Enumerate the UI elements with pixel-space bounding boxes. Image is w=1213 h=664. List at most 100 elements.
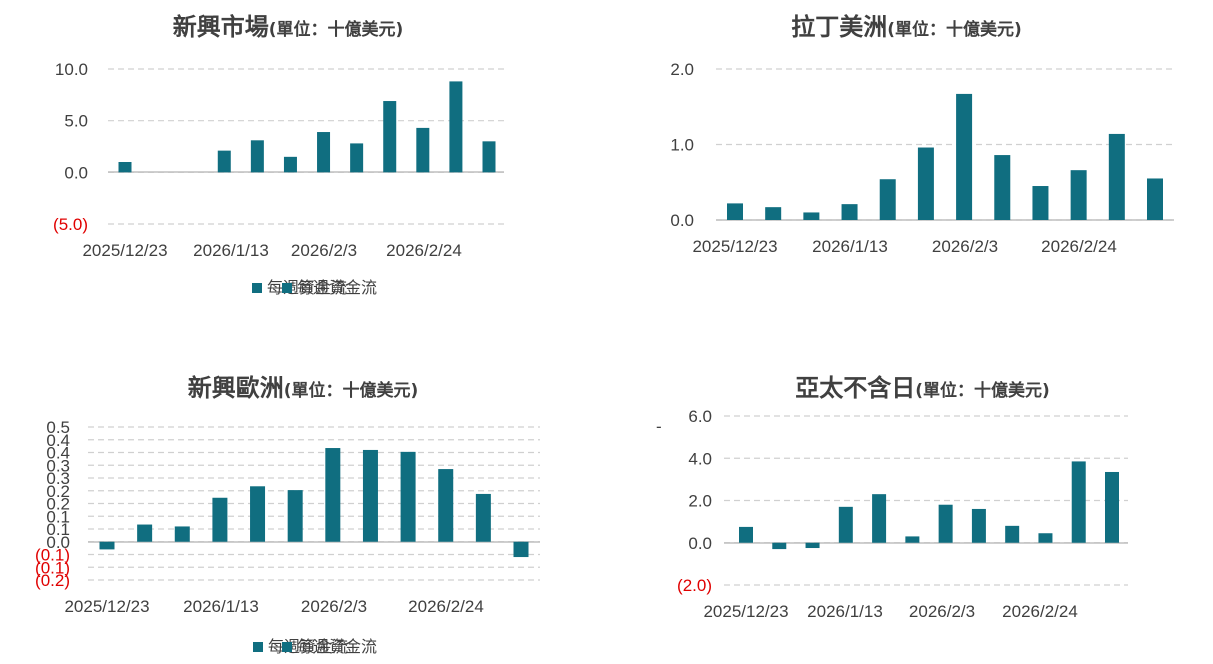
y-tick-label: 0.0: [670, 211, 694, 230]
bar: [1108, 133, 1125, 220]
y-tick-label: 0.0: [688, 534, 712, 553]
bar: [217, 150, 231, 173]
y-tick-label: 2.0: [688, 492, 712, 511]
y-tick-label: 2.0: [670, 60, 694, 79]
bar: [362, 449, 378, 542]
bar: [118, 162, 132, 173]
chart-title: 新興市場(單位：十億美元): [0, 7, 606, 42]
y-tick-label: 0.2: [46, 495, 70, 514]
y-tick-label: (5.0): [53, 215, 88, 234]
chart-plot: 6.0 4.0 2.0 0.0 (2.0) 2025/12/23 2026/1/13 2026…: [282, 407, 1128, 656]
chart-plot: 10.0 5.0 0.0 (5.0) 2025/12/23 2026/1/13 2026/2…: [53, 60, 504, 297]
bar: [727, 203, 743, 220]
bar: [137, 524, 153, 542]
chart-title-main: 拉丁美洲: [791, 13, 888, 41]
chart-asia-pacific-ex-japan: 亞太不含日(單位：十億美元) 6.0 4.0 2.0 0.0 (2.0) 2025/12/…: [282, 332, 1213, 664]
bar: [956, 93, 973, 220]
x-tick-label: 2026/2/24: [1002, 602, 1078, 621]
bar: [482, 141, 496, 173]
x-tick-label: 2025/12/23: [703, 602, 788, 621]
bar: [513, 541, 529, 558]
y-tick-label: 0.2: [46, 482, 70, 501]
x-tick-label: 2026/2/3: [291, 241, 357, 260]
y-tick-label: 6.0: [688, 407, 712, 426]
x-tick-label: 2026/2/3: [909, 602, 975, 621]
chart-title-unit: (單位：十億美元): [915, 381, 1050, 401]
bar: [250, 486, 266, 542]
x-tick-label: 2026/2/3: [932, 237, 998, 256]
y-tick-label: 0.4: [46, 431, 70, 450]
bar: [174, 526, 190, 542]
bar: [1032, 186, 1049, 220]
bar: [1005, 525, 1020, 543]
x-tick-label: 2026/2/24: [408, 597, 484, 616]
x-tick-label: 2025/12/23: [82, 241, 167, 260]
bar: [971, 508, 986, 543]
bar: [99, 541, 115, 550]
chart-title: 拉丁美洲(單位：十億美元): [600, 7, 1213, 42]
bar: [438, 469, 454, 542]
x-tick-label: 2025/12/23: [692, 237, 777, 256]
bar: [1038, 533, 1053, 543]
y-tick-label: (0.2): [35, 571, 70, 590]
chart-title-unit: (單位：十億美元): [887, 20, 1022, 40]
chart-emerging-europe: 新興歐洲(單位：十億美元) 0.5 0.4 0.4 0.3 0.3 0.2 0.2 0.1 0.…: [0, 332, 606, 664]
x-tick-label: 2026/1/13: [183, 597, 259, 616]
bar: [400, 451, 416, 542]
x-tick-label: 2026/1/13: [193, 241, 269, 260]
legend-label: 每週資金流: [297, 637, 377, 656]
bar: [872, 494, 887, 543]
legend-swatch: [282, 642, 292, 652]
legend-label: 每週資金流: [297, 278, 377, 297]
chart-plot: 0.50.40.40.30.30.20.20.10.10.0(0.1)(0.1)…: [35, 418, 540, 656]
y-tick-label: 0.0: [46, 533, 70, 552]
stray-mark: -: [656, 417, 662, 436]
bar: [250, 140, 264, 173]
bar: [905, 536, 920, 543]
x-tick-label: 2025/12/23: [64, 597, 149, 616]
legend-swatch: [282, 283, 292, 293]
chart-emerging-markets: 新興市場(單位：十億美元) 10.0 5.0 0.0 (5.0) 2025/12/23 2…: [0, 0, 606, 330]
y-tick-label: 0.0: [64, 163, 88, 182]
bar: [1071, 461, 1086, 543]
chart-title: 亞太不含日(單位：十億美元): [632, 368, 1213, 403]
chart-title-unit: (單位：十億美元): [268, 20, 404, 40]
y-tick-label: 4.0: [688, 449, 712, 468]
chart-title: 新興歐洲(單位：十億美元): [0, 368, 606, 403]
y-tick-label: 5.0: [64, 112, 88, 131]
bar: [283, 156, 297, 173]
bar: [383, 101, 397, 173]
bar: [739, 526, 753, 543]
y-tick-label: 0.1: [46, 507, 70, 526]
chart-plot: 2.0 1.0 0.0 2025/12/23 2026/1/13 2026/2/3 2026…: [282, 60, 1174, 297]
x-tick-label: 2026/1/13: [807, 602, 883, 621]
y-tick-label: 10.0: [55, 60, 88, 79]
bar: [841, 204, 858, 220]
y-tick-label: 0.1: [46, 520, 70, 539]
y-tick-label: 1.0: [670, 136, 694, 155]
bar: [1105, 471, 1119, 543]
bar: [917, 147, 934, 220]
x-tick-label: 2026/1/13: [812, 237, 888, 256]
y-tick-label: 0.5: [46, 418, 70, 437]
y-tick-label: 0.3: [46, 469, 70, 488]
bar: [772, 542, 787, 550]
chart-title-main: 亞太不含日: [795, 374, 916, 402]
bar: [938, 504, 953, 543]
y-tick-label: 0.3: [46, 456, 70, 475]
legend-swatch: [253, 642, 263, 652]
chart-title-main: 新興歐洲: [187, 374, 284, 402]
chart-title-unit: (單位：十億美元): [283, 381, 419, 401]
bar: [1070, 170, 1087, 220]
x-tick-label: 2026/2/24: [386, 241, 462, 260]
x-tick-label: 2026/2/3: [301, 597, 367, 616]
bar: [212, 497, 228, 542]
chart-latin-america: 拉丁美洲(單位：十億美元) 2.0 1.0 0.0 2025/12/23 2026/1/…: [282, 0, 1213, 330]
bar: [994, 155, 1011, 220]
bar: [838, 506, 853, 543]
bar: [416, 127, 430, 173]
x-tick-label: 2026/2/24: [1041, 237, 1117, 256]
bar: [317, 132, 331, 173]
bar: [1147, 178, 1163, 220]
bar: [449, 81, 463, 173]
